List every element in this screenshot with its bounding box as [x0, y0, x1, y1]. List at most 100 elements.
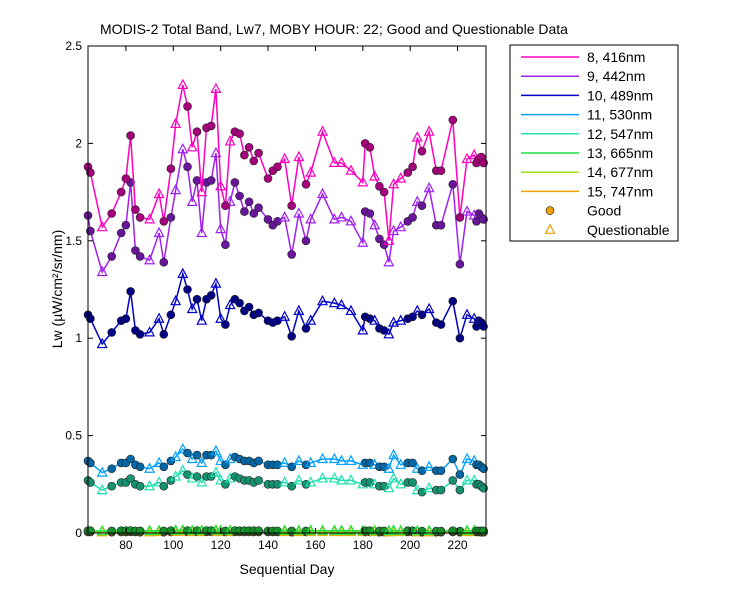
data-point-questionable — [144, 462, 156, 473]
data-point-questionable — [293, 150, 305, 162]
y-axis-label: Lw (µW/cm²/sr/nm) — [49, 230, 65, 349]
data-point-good — [206, 121, 216, 131]
data-point-questionable — [345, 524, 357, 535]
data-point-questionable — [144, 524, 156, 535]
data-point-questionable — [468, 148, 480, 160]
data-point-questionable — [215, 222, 227, 234]
data-point-questionable — [293, 304, 305, 316]
data-point-good — [107, 252, 116, 261]
data-point-questionable — [210, 277, 222, 288]
data-point-questionable — [153, 456, 165, 467]
data-point-questionable — [395, 458, 407, 469]
data-point-questionable — [317, 524, 329, 535]
data-point-questionable — [279, 476, 291, 487]
data-point-questionable — [210, 82, 222, 93]
series-0 — [83, 78, 488, 245]
data-point-good — [408, 213, 417, 222]
legend-label: 9, 442nm — [587, 68, 645, 84]
x-tick-label: 100 — [163, 538, 183, 552]
data-point-good — [206, 290, 216, 300]
data-point-good — [403, 168, 413, 177]
data-point-questionable — [461, 452, 473, 464]
legend-label: 8, 416nm — [587, 49, 645, 65]
data-point-good — [166, 164, 176, 173]
data-point-questionable — [388, 178, 400, 189]
data-point-good — [126, 454, 135, 464]
y-tick-label: 1.5 — [65, 234, 82, 248]
data-point-good — [448, 476, 458, 485]
data-point-questionable — [293, 454, 305, 466]
data-point-questionable — [317, 452, 329, 464]
data-point-good — [221, 240, 230, 249]
data-point-questionable — [461, 474, 473, 485]
data-point-good — [455, 470, 465, 479]
data-point-good — [240, 150, 249, 160]
data-point-good — [408, 458, 417, 468]
x-tick-label: 180 — [353, 538, 373, 552]
data-point-questionable — [144, 213, 156, 224]
data-point-good — [455, 485, 465, 495]
data-point-good — [408, 478, 417, 487]
data-point-questionable — [177, 442, 189, 454]
axes: 80 100 120 140 160 180 200 220 0 0.5 1 1.5 2 2.5 — [65, 39, 486, 552]
data-point-good — [448, 115, 458, 125]
data-point-questionable — [335, 524, 347, 535]
data-point-good — [254, 148, 263, 158]
data-point-questionable — [196, 456, 208, 467]
legend-label: Good — [587, 203, 621, 219]
legend-box — [509, 44, 679, 242]
data-point-good — [263, 174, 273, 183]
data-point-questionable — [411, 195, 423, 206]
data-point-good — [121, 314, 131, 324]
data-point-questionable — [279, 211, 291, 222]
data-point-good — [301, 180, 311, 189]
data-point-good — [235, 191, 244, 201]
data-point-questionable — [224, 195, 236, 206]
data-point-questionable — [388, 448, 400, 460]
data-point-good — [249, 209, 259, 218]
data-point-good — [365, 143, 375, 152]
data-point-questionable — [215, 474, 227, 485]
data-point-good — [254, 476, 263, 485]
data-point-questionable — [170, 117, 182, 129]
data-point-good — [183, 102, 192, 111]
data-point-questionable — [395, 220, 407, 232]
data-point-questionable — [177, 267, 189, 279]
data-point-questionable — [196, 476, 208, 487]
data-point-good — [379, 187, 389, 197]
data-point-questionable — [305, 476, 317, 487]
data-point-questionable — [144, 326, 156, 337]
x-tick-label: 140 — [258, 538, 278, 552]
data-point-good — [408, 162, 417, 172]
data-point-questionable — [411, 304, 423, 316]
data-point-good — [126, 287, 135, 296]
data-point-good — [121, 220, 131, 230]
data-point-good — [183, 162, 192, 172]
data-point-questionable — [170, 470, 182, 481]
legend-label: Questionable — [587, 222, 670, 238]
data-point-questionable — [328, 452, 340, 464]
data-point-questionable — [96, 483, 108, 495]
data-point-good — [254, 308, 263, 318]
data-point-questionable — [279, 152, 291, 164]
data-point-questionable — [395, 314, 407, 325]
data-point-good — [135, 481, 145, 491]
data-point-good — [135, 213, 145, 222]
data-point-questionable — [395, 172, 407, 183]
data-point-questionable — [395, 524, 407, 535]
data-point-good — [192, 127, 202, 136]
data-point-good — [244, 302, 254, 312]
data-point-questionable — [328, 213, 340, 224]
data-point-questionable — [423, 302, 435, 314]
data-point-questionable — [210, 146, 222, 158]
data-point-questionable — [196, 185, 208, 197]
data-point-questionable — [461, 308, 473, 319]
data-point-questionable — [305, 213, 317, 224]
y-tick-label: 0.5 — [65, 429, 82, 443]
data-point-questionable — [328, 524, 340, 535]
legend-label: 12, 547nm — [587, 126, 653, 142]
data-point-questionable — [96, 524, 108, 536]
data-point-good — [126, 131, 135, 140]
data-point-good — [244, 143, 254, 152]
data-point-questionable — [96, 466, 108, 477]
